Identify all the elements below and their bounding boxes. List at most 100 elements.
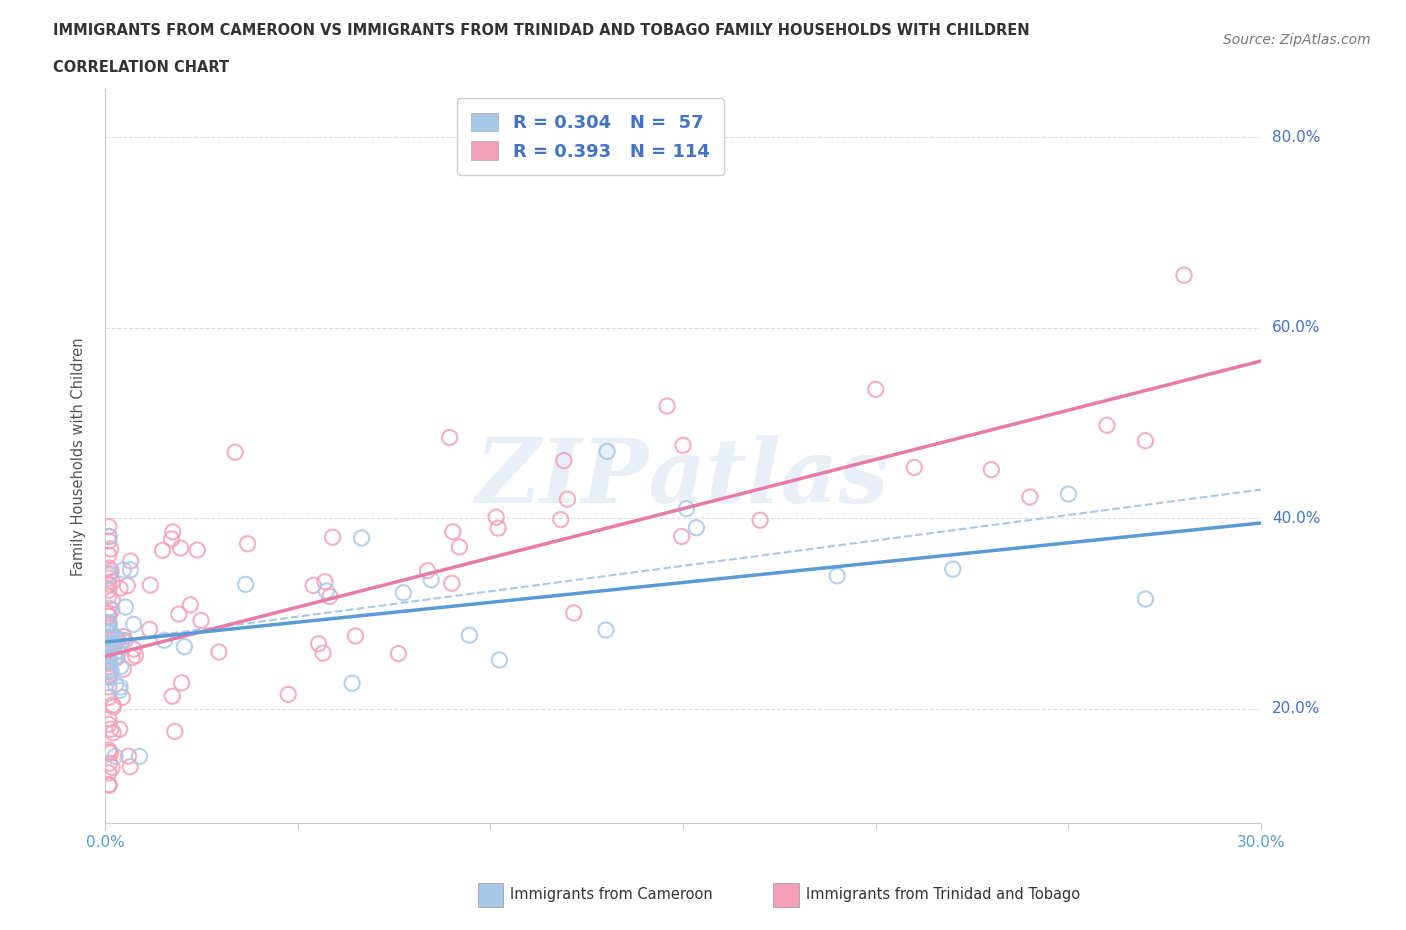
Text: 20.0%: 20.0%: [1272, 701, 1320, 716]
Point: [98, 663, 121, 678]
Point: [319, 589, 342, 604]
Point: [179, 597, 201, 612]
Point: [104, 677, 127, 692]
Point: [97, 577, 120, 591]
Point: [440, 576, 463, 591]
Point: [108, 683, 131, 698]
Point: [169, 540, 191, 555]
Point: [97, 670, 120, 684]
Point: [101, 760, 124, 775]
Point: [97, 777, 120, 792]
Point: [108, 581, 131, 596]
Point: [439, 430, 461, 445]
Point: [1057, 486, 1080, 501]
Point: [170, 675, 193, 690]
Point: [97, 742, 120, 757]
Point: [562, 605, 585, 620]
Point: [458, 628, 481, 643]
Point: [553, 453, 575, 468]
Point: [97, 589, 120, 604]
Point: [550, 512, 572, 527]
Point: [103, 636, 125, 651]
Point: [97, 655, 120, 670]
Point: [449, 539, 471, 554]
Point: [97, 583, 120, 598]
Point: [104, 749, 127, 764]
Point: [173, 639, 195, 654]
Point: [97, 548, 120, 563]
Point: [97, 647, 120, 662]
Point: [97, 571, 120, 586]
Point: [97, 630, 120, 644]
Point: [675, 501, 697, 516]
Point: [825, 568, 848, 583]
Point: [97, 615, 120, 630]
Point: [97, 663, 120, 678]
Point: [100, 541, 122, 556]
Point: [112, 563, 135, 578]
Point: [111, 633, 134, 648]
Point: [1135, 433, 1157, 448]
Point: [98, 756, 121, 771]
Point: [97, 529, 120, 544]
Point: [488, 653, 510, 668]
Point: [190, 613, 212, 628]
Point: [903, 460, 925, 475]
Point: [120, 759, 142, 774]
Text: Immigrants from Cameroon: Immigrants from Cameroon: [510, 887, 713, 902]
Point: [114, 633, 136, 648]
Point: [97, 643, 120, 658]
Point: [97, 626, 120, 641]
Point: [595, 622, 617, 637]
Point: [97, 609, 120, 624]
Text: Source: ZipAtlas.com: Source: ZipAtlas.com: [1223, 33, 1371, 46]
Point: [108, 680, 131, 695]
Point: [120, 563, 142, 578]
Point: [97, 631, 120, 645]
Point: [117, 749, 139, 764]
Point: [672, 438, 695, 453]
Point: [312, 645, 335, 660]
Point: [97, 717, 120, 732]
Text: Immigrants from Trinidad and Tobago: Immigrants from Trinidad and Tobago: [806, 887, 1080, 902]
Point: [97, 647, 120, 662]
Point: [108, 639, 131, 654]
Point: [108, 722, 131, 737]
Point: [97, 617, 120, 631]
Y-axis label: Family Households with Children: Family Households with Children: [72, 337, 86, 576]
Text: IMMIGRANTS FROM CAMEROON VS IMMIGRANTS FROM TRINIDAD AND TOBAGO FAMILY HOUSEHOLD: IMMIGRANTS FROM CAMEROON VS IMMIGRANTS F…: [53, 23, 1031, 38]
Point: [97, 653, 120, 668]
Point: [486, 521, 509, 536]
Point: [97, 625, 120, 640]
Point: [103, 630, 125, 644]
Point: [315, 583, 337, 598]
Point: [314, 574, 336, 589]
Point: [97, 711, 120, 726]
Point: [392, 585, 415, 600]
Point: [97, 519, 120, 534]
Point: [97, 777, 120, 792]
Point: [167, 606, 190, 621]
Point: [98, 566, 121, 581]
Point: [163, 724, 186, 739]
Point: [105, 651, 128, 666]
Point: [97, 608, 120, 623]
Point: [100, 663, 122, 678]
Point: [122, 642, 145, 657]
Point: [101, 725, 124, 740]
Point: [685, 520, 707, 535]
Point: [387, 646, 409, 661]
Point: [153, 632, 176, 647]
Point: [103, 638, 125, 653]
Point: [344, 629, 367, 644]
Point: [236, 537, 259, 551]
Point: [97, 625, 120, 640]
Point: [97, 567, 120, 582]
Point: [350, 530, 373, 545]
Point: [97, 653, 120, 668]
Point: [308, 636, 330, 651]
Point: [97, 668, 120, 683]
Point: [322, 530, 344, 545]
Point: [103, 639, 125, 654]
Point: [112, 662, 135, 677]
